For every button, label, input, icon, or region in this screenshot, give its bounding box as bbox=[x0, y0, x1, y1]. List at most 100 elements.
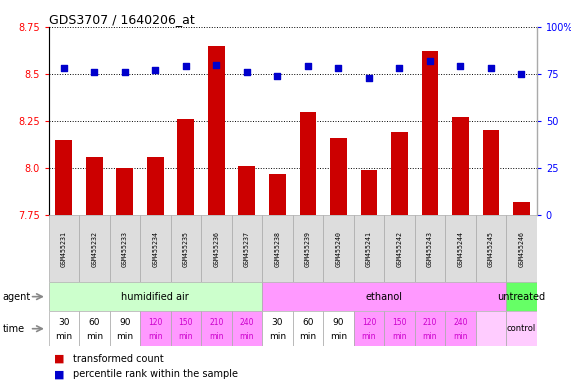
Point bbox=[456, 63, 465, 70]
Point bbox=[212, 61, 221, 68]
Text: min: min bbox=[453, 332, 468, 341]
Bar bbox=[49, 282, 262, 311]
Text: 30: 30 bbox=[58, 318, 70, 327]
Text: untreated: untreated bbox=[497, 291, 545, 302]
Text: min: min bbox=[116, 332, 134, 341]
Bar bbox=[116, 168, 133, 215]
Bar bbox=[482, 131, 500, 215]
Text: min: min bbox=[240, 332, 254, 341]
Bar bbox=[452, 117, 469, 215]
Text: GSM455237: GSM455237 bbox=[244, 231, 250, 266]
Point bbox=[273, 73, 282, 79]
Bar bbox=[269, 174, 286, 215]
Bar bbox=[79, 311, 110, 346]
Bar bbox=[292, 215, 323, 282]
Bar bbox=[171, 215, 201, 282]
Text: GSM455231: GSM455231 bbox=[61, 231, 67, 266]
Text: GSM455238: GSM455238 bbox=[275, 231, 280, 266]
Text: GSM455233: GSM455233 bbox=[122, 231, 128, 266]
Bar bbox=[232, 311, 262, 346]
Bar bbox=[506, 282, 537, 311]
Bar bbox=[384, 311, 415, 346]
Bar bbox=[476, 311, 506, 346]
Point bbox=[59, 65, 69, 71]
Bar bbox=[300, 111, 316, 215]
Text: ■: ■ bbox=[54, 354, 65, 364]
Text: min: min bbox=[179, 332, 193, 341]
Bar bbox=[391, 132, 408, 215]
Bar bbox=[415, 311, 445, 346]
Bar bbox=[201, 215, 232, 282]
Bar bbox=[384, 215, 415, 282]
Point bbox=[334, 65, 343, 71]
Text: 90: 90 bbox=[333, 318, 344, 327]
Text: min: min bbox=[330, 332, 347, 341]
Text: min: min bbox=[423, 332, 437, 341]
Bar bbox=[262, 311, 292, 346]
Text: GDS3707 / 1640206_at: GDS3707 / 1640206_at bbox=[49, 13, 194, 26]
Text: min: min bbox=[148, 332, 163, 341]
Text: agent: agent bbox=[3, 291, 31, 302]
Text: 210: 210 bbox=[423, 318, 437, 327]
Bar bbox=[239, 166, 255, 215]
Bar bbox=[330, 138, 347, 215]
Text: min: min bbox=[209, 332, 224, 341]
Point bbox=[395, 65, 404, 71]
Bar bbox=[178, 119, 194, 215]
Text: min: min bbox=[361, 332, 376, 341]
Text: GSM455244: GSM455244 bbox=[457, 231, 464, 266]
Text: humidified air: humidified air bbox=[122, 291, 189, 302]
Text: ■: ■ bbox=[54, 369, 65, 379]
Bar bbox=[140, 215, 171, 282]
Text: 210: 210 bbox=[209, 318, 223, 327]
Bar bbox=[110, 215, 140, 282]
Text: 240: 240 bbox=[453, 318, 468, 327]
Text: ethanol: ethanol bbox=[365, 291, 403, 302]
Bar bbox=[79, 215, 110, 282]
Text: 60: 60 bbox=[302, 318, 313, 327]
Bar bbox=[445, 215, 476, 282]
Bar bbox=[323, 215, 353, 282]
Point bbox=[486, 65, 496, 71]
Text: 90: 90 bbox=[119, 318, 131, 327]
Bar bbox=[353, 215, 384, 282]
Bar bbox=[421, 51, 439, 215]
Bar bbox=[110, 311, 140, 346]
Text: 60: 60 bbox=[89, 318, 100, 327]
Text: GSM455241: GSM455241 bbox=[366, 231, 372, 266]
Bar bbox=[208, 46, 225, 215]
Text: 150: 150 bbox=[179, 318, 193, 327]
Text: GSM455243: GSM455243 bbox=[427, 231, 433, 266]
Text: GSM455246: GSM455246 bbox=[518, 231, 525, 266]
Text: GSM455232: GSM455232 bbox=[91, 231, 97, 266]
Text: min: min bbox=[392, 332, 407, 341]
Point bbox=[303, 63, 312, 70]
Point bbox=[120, 69, 130, 75]
Text: GSM455245: GSM455245 bbox=[488, 231, 494, 266]
Text: GSM455240: GSM455240 bbox=[335, 231, 341, 266]
Bar bbox=[262, 282, 506, 311]
Text: GSM455239: GSM455239 bbox=[305, 231, 311, 266]
Bar bbox=[506, 311, 537, 346]
Text: min: min bbox=[269, 332, 286, 341]
Text: control: control bbox=[507, 324, 536, 333]
Bar bbox=[86, 157, 103, 215]
Text: transformed count: transformed count bbox=[73, 354, 163, 364]
Bar bbox=[506, 215, 537, 282]
Bar bbox=[360, 170, 377, 215]
Text: GSM455242: GSM455242 bbox=[396, 231, 403, 266]
Text: 120: 120 bbox=[362, 318, 376, 327]
Bar bbox=[476, 215, 506, 282]
Bar bbox=[49, 215, 79, 282]
Text: 240: 240 bbox=[240, 318, 254, 327]
Bar bbox=[49, 311, 79, 346]
Text: min: min bbox=[299, 332, 316, 341]
Point bbox=[425, 58, 435, 64]
Text: GSM455235: GSM455235 bbox=[183, 231, 189, 266]
Bar bbox=[323, 311, 353, 346]
Bar bbox=[353, 311, 384, 346]
Bar bbox=[140, 311, 171, 346]
Bar bbox=[262, 215, 292, 282]
Point bbox=[242, 69, 251, 75]
Text: GSM455236: GSM455236 bbox=[214, 231, 219, 266]
